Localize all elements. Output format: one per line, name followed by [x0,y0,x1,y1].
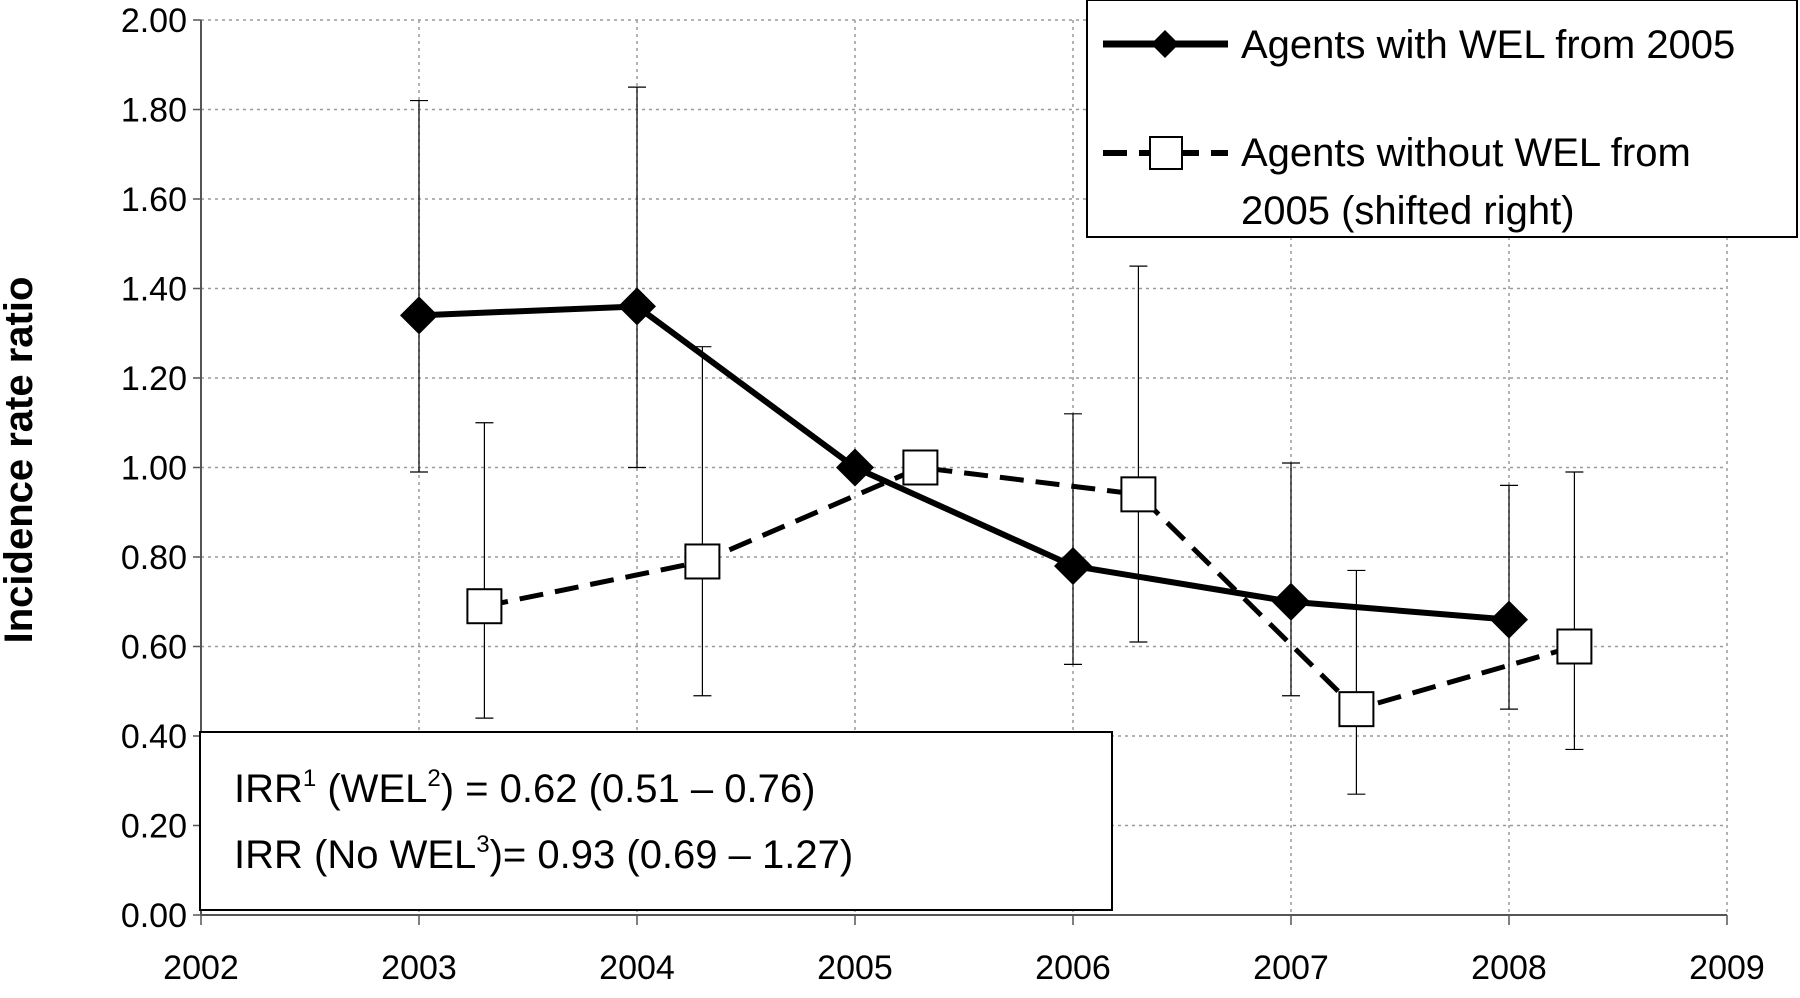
diamond-marker [836,448,874,487]
y-tick-label: 1.60 [121,181,187,219]
legend-label-without-wel-line-1: Agents without WEL from [1241,131,1691,175]
x-tick-label: 2003 [381,949,457,987]
y-tick-label: 0.20 [121,808,187,846]
error-bar [1129,265,1148,643]
series-lines [418,303,1576,712]
error-bar [475,422,494,719]
y-tick-label: 2.00 [121,2,187,40]
y-tick-label: 1.00 [121,450,187,488]
irr-annotation-line-2: IRR (No WEL3)= 0.93 (0.69 – 1.27) [234,831,853,877]
diamond-marker [1490,600,1528,639]
error-bar [1500,484,1518,710]
square-marker [1338,691,1375,728]
x-tick-label: 2004 [599,949,675,987]
error-bars [410,86,1584,795]
diamond-marker [1272,582,1310,621]
error-bar [1282,462,1300,697]
diamond-marker [400,296,438,335]
y-tick-label: 0.80 [121,539,187,577]
x-tick-label: 2006 [1035,949,1111,987]
error-bar [410,99,428,473]
legend-border [1086,0,1798,238]
legend-label-without-wel-line-2: 2005 (shifted right) [1241,189,1575,233]
y-axis-label: Incidence rate ratio [0,277,41,644]
y-tick-labels: 0.00 0.20 0.40 0.60 0.80 1.00 1.20 1.40 1.60 1.80… [121,2,187,935]
square-marker [466,588,503,625]
x-tick-label: 2002 [163,949,239,987]
diamond-marker [618,287,656,326]
error-bar [1565,471,1584,751]
irr-annotation-box: IRR1 (WEL2) = 0.62 (0.51 – 0.76) IRR (No… [199,731,1113,911]
square-marker [902,449,939,486]
series-line-with-wel [418,303,1510,623]
legend: Agents with WEL from 2005 Agents without… [1086,0,1798,238]
x-tick-label: 2008 [1471,949,1547,987]
y-tick-label: 1.80 [121,92,187,130]
irr-annotation-border [199,731,1113,911]
x-tick-label: 2007 [1253,949,1329,987]
legend-swatch-diamond-marker [1151,30,1179,58]
y-tick-label: 0.60 [121,629,187,667]
x-tick-labels: 2002 2003 2004 2005 2006 2007 2008 2009 [163,949,1765,987]
y-tick-label: 1.20 [121,360,187,398]
x-tick-label: 2009 [1689,949,1765,987]
series-line-without-wel [483,465,1576,712]
legend-swatch-square-marker [1149,136,1183,170]
error-bar [628,86,646,469]
diamond-marker [1054,546,1092,585]
error-bar [693,346,712,697]
x-tick-label: 2005 [817,949,893,987]
square-marker [1556,628,1593,665]
y-tick-label: 1.40 [121,271,187,309]
square-marker [1120,476,1157,513]
y-tick-label: 0.40 [121,718,187,756]
y-tick-label: 0.00 [121,897,187,935]
error-bar [1064,413,1082,666]
irr-annotation-line-1: IRR1 (WEL2) = 0.62 (0.51 – 0.76) [234,765,815,811]
legend-label-with-wel: Agents with WEL from 2005 [1241,23,1735,67]
series-markers [400,287,1593,728]
square-marker [684,543,721,580]
